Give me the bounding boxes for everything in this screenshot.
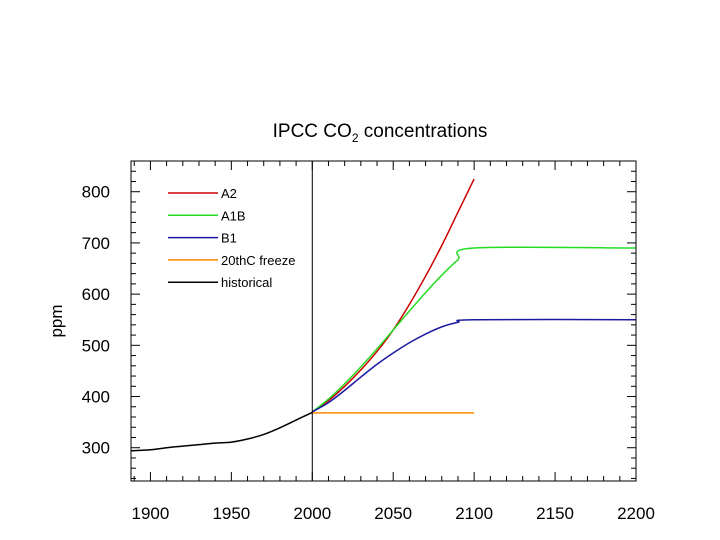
legend-label: historical — [221, 275, 272, 290]
y-tick-label: 700 — [82, 234, 110, 253]
y-axis-label: ppm — [47, 304, 66, 337]
y-tick-label: 300 — [82, 439, 110, 458]
legend: A2 A1B B1 20thC freeze historical — [168, 186, 295, 290]
series-line-a1b — [311, 246, 637, 413]
x-tick-label: 1950 — [212, 504, 250, 523]
plot-frame — [130, 160, 637, 482]
plot-lines — [130, 178, 637, 452]
y-tick-label: 600 — [82, 285, 110, 304]
x-tick-label: 2000 — [293, 504, 331, 523]
axis-tick-labels: 1900 1950 2000 2050 2100 2150 2200 300 400 500 600… — [82, 183, 655, 523]
x-tick-label: 2100 — [455, 504, 493, 523]
legend-label: A1B — [221, 208, 246, 223]
x-tick-label: 1900 — [132, 504, 170, 523]
series-line-a2 — [311, 178, 475, 413]
chart-title: IPCC CO2 concentrations — [272, 121, 488, 145]
y-tick-label: 800 — [82, 183, 110, 202]
y-tick-label: 500 — [82, 336, 110, 355]
x-tick-label: 2050 — [374, 504, 412, 523]
x-tick-label: 2150 — [536, 504, 574, 523]
series-line-b1 — [311, 318, 637, 413]
legend-label: 20thC freeze — [221, 253, 295, 268]
series-line-historical — [130, 411, 313, 452]
legend-label: B1 — [221, 231, 237, 246]
axis-ticks — [131, 160, 637, 481]
legend-label: A2 — [221, 186, 237, 201]
y-tick-label: 400 — [82, 388, 110, 407]
x-tick-label: 2200 — [617, 504, 655, 523]
